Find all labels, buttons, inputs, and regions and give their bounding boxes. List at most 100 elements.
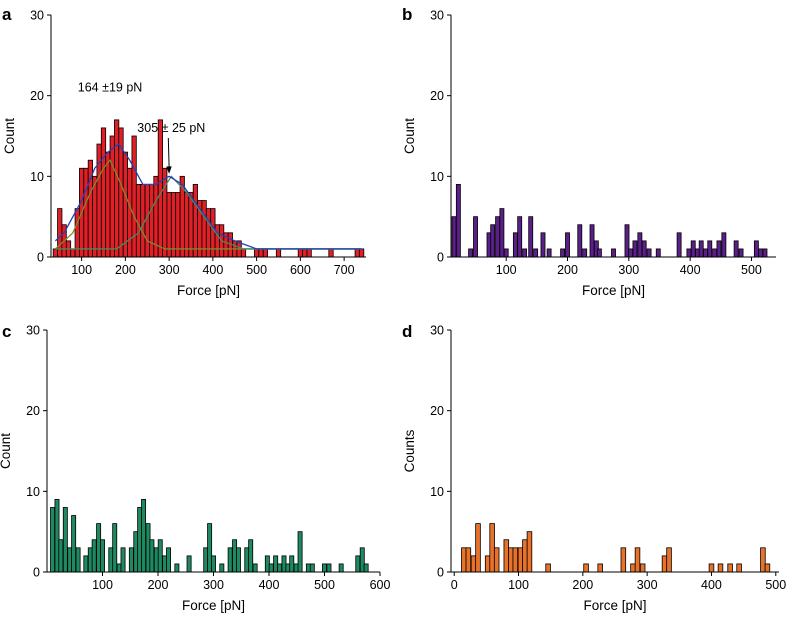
annotation-arrow-shaft — [167, 137, 170, 168]
histogram-bar — [227, 547, 233, 573]
histogram-bar — [733, 240, 739, 258]
histogram-bar — [499, 208, 505, 258]
y-tick-label: 20 — [430, 404, 444, 418]
histogram-bar — [738, 248, 744, 258]
histogram-bar — [661, 555, 668, 573]
histogram-bar — [582, 248, 588, 258]
histogram-bar — [465, 547, 472, 573]
x-tick-label: 100 — [71, 263, 92, 277]
y-tick-label: 10 — [430, 170, 444, 184]
histogram-bar — [302, 248, 308, 258]
x-tick-label: 100 — [496, 263, 517, 277]
histogram-bar — [359, 248, 365, 258]
histogram-bar — [546, 248, 552, 258]
histogram-bar — [309, 563, 315, 573]
y-tick-label: 10 — [430, 485, 444, 499]
histogram-bar — [205, 208, 212, 258]
histogram-bar — [50, 507, 56, 573]
x-tick-label: 400 — [680, 263, 701, 277]
histogram-bar — [58, 539, 64, 573]
y-tick-label: 0 — [437, 251, 444, 265]
panel-c: 100 200 300 400 500 600 0 10 20 30 Force [pN] Count… — [0, 322, 390, 613]
histogram-bar — [157, 119, 163, 258]
histogram-bar — [149, 183, 155, 258]
x-tick-label: 600 — [370, 578, 391, 592]
histogram-bar — [468, 248, 474, 258]
x-axis-label: Force [pN] — [182, 598, 245, 613]
histogram-bar — [545, 563, 551, 573]
histogram-bar — [52, 248, 58, 258]
y-axis-label: Count — [402, 118, 417, 154]
histogram-bar — [83, 167, 89, 258]
histogram-bar — [112, 523, 118, 573]
histogram-bar — [297, 248, 303, 258]
y-tick-label: 10 — [26, 485, 40, 499]
y-tick-label: 30 — [30, 9, 44, 23]
histogram-bar — [620, 547, 627, 573]
histogram-bar — [517, 216, 523, 258]
histogram-bar — [655, 248, 661, 258]
histogram-bar — [522, 248, 528, 258]
y-tick-label: 30 — [26, 324, 40, 338]
histogram-bar — [219, 563, 225, 573]
x-tick-label: 600 — [290, 263, 311, 277]
histogram-bar — [690, 240, 696, 258]
histogram-bar — [493, 547, 500, 573]
x-axis-label: Force [pN] — [582, 283, 645, 298]
histogram-bar — [100, 539, 105, 573]
histogram-bar — [277, 563, 282, 573]
x-tick-label: 300 — [637, 578, 658, 592]
panel-label: b — [402, 5, 412, 24]
histogram-bar — [707, 240, 713, 258]
x-tick-label: 0 — [451, 578, 458, 592]
histogram-bar — [634, 547, 641, 573]
histogram-bar — [512, 547, 519, 573]
histogram-bar — [490, 224, 496, 258]
histogram-bar — [528, 216, 534, 258]
x-tick-label: 500 — [765, 578, 786, 592]
histogram-bar — [512, 232, 518, 258]
panel-b: 100 200 300 400 500 0 10 20 30 Force [pN] Count b — [402, 5, 776, 298]
histogram-bar — [109, 135, 115, 258]
annotation-arrow-head — [166, 166, 172, 174]
histogram-bar — [289, 555, 295, 573]
histogram-bar — [240, 248, 247, 258]
y-axis-label: Count — [0, 433, 13, 469]
x-tick-label: 100 — [508, 578, 529, 592]
panel-label: d — [402, 322, 412, 341]
x-tick-label: 200 — [557, 263, 578, 277]
histogram-bar — [162, 167, 168, 258]
histogram-bar — [526, 531, 533, 573]
histogram-bar — [495, 216, 501, 258]
histogram-bar — [762, 248, 768, 258]
histogram-bar — [475, 523, 481, 573]
histogram-bar — [70, 248, 76, 258]
histogram-bar — [712, 248, 718, 258]
histogram-bar — [166, 547, 172, 573]
histogram-bar — [517, 547, 524, 573]
histogram-bar — [484, 555, 491, 573]
fit-curve-2 — [55, 175, 362, 250]
histogram-bar — [214, 224, 220, 258]
x-tick-label: 100 — [92, 578, 113, 592]
x-tick-label: 300 — [618, 263, 639, 277]
histogram-bar — [184, 192, 190, 258]
histogram-bar — [268, 563, 274, 573]
histogram-bar — [248, 539, 254, 573]
histogram-bar — [717, 563, 724, 573]
histogram-bar — [596, 248, 602, 258]
histogram-bar — [354, 248, 360, 258]
histogram-bar — [100, 127, 107, 258]
histogram-bar — [632, 240, 638, 258]
histogram-bar — [306, 248, 312, 258]
y-tick-label: 30 — [430, 9, 444, 23]
histogram-bar — [114, 119, 120, 258]
histogram-bar — [686, 248, 692, 258]
histogram-bar — [758, 248, 764, 258]
histogram-bar — [503, 539, 510, 573]
x-tick-label: 300 — [203, 578, 224, 592]
histogram-bar — [322, 563, 327, 573]
histogram-bar — [611, 248, 616, 258]
histogram-bar — [533, 248, 539, 258]
